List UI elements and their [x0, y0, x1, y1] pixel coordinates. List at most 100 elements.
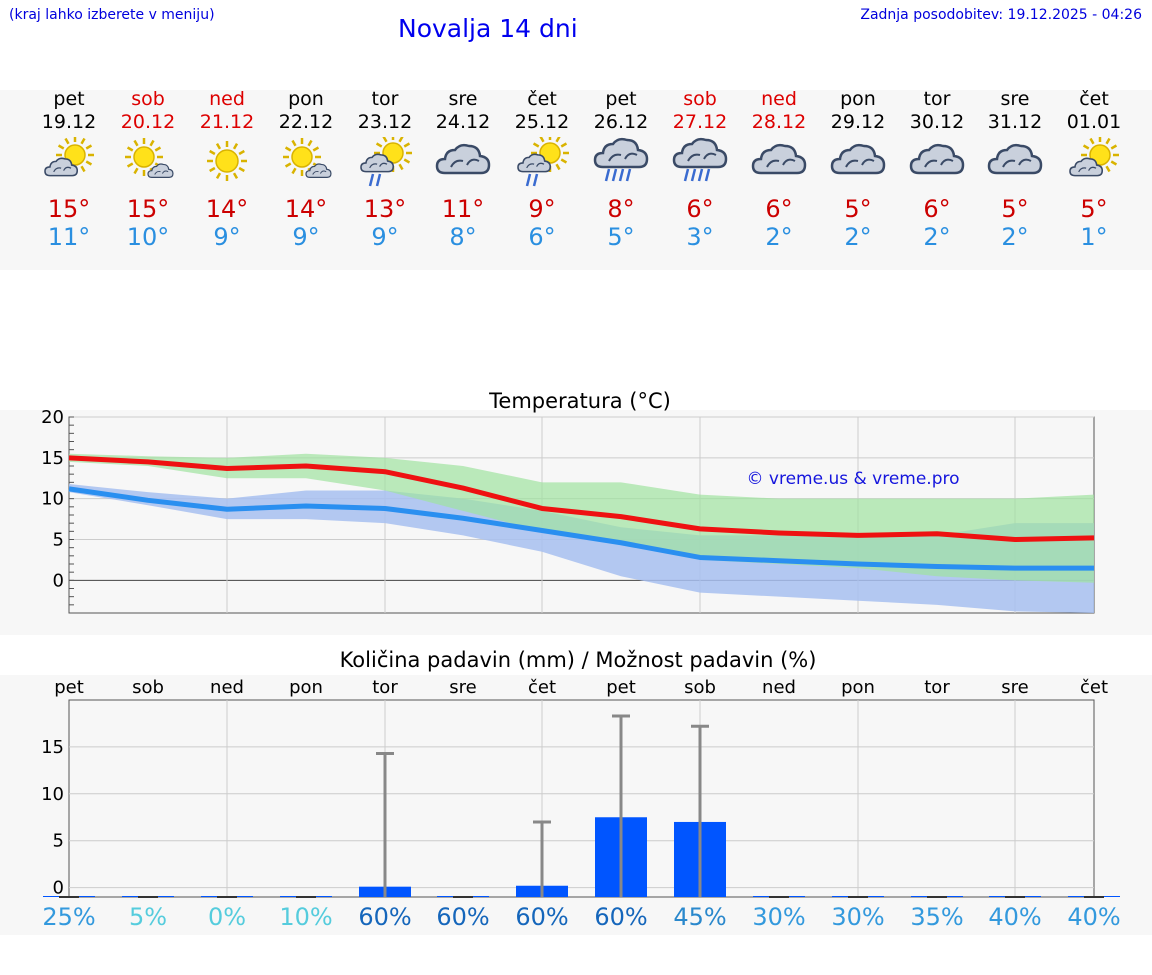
day-column: sre 24.12 11° 8°: [418, 88, 508, 251]
temp-min: 11°: [47, 223, 91, 251]
temp-min: 2°: [923, 223, 951, 251]
rain-drops: [368, 173, 382, 187]
cloud-shape: [305, 163, 332, 179]
day-name: sre: [448, 88, 478, 110]
precip-day-label: sre: [1001, 677, 1028, 698]
sun-shape: [125, 138, 163, 176]
temp-max: 6°: [765, 195, 793, 223]
sun-shape: [207, 141, 247, 181]
temperature-chart-title: Temperatura (°C): [488, 389, 671, 413]
temp-min: 3°: [686, 223, 714, 251]
day-date: 27.12: [672, 111, 728, 133]
precip-probability: 0%: [207, 903, 247, 931]
temp-max: 15°: [47, 195, 91, 223]
cloud-icon: [751, 143, 807, 175]
sun-small-cloud-icon: [283, 138, 332, 179]
day-name: pon: [288, 88, 324, 110]
day-column: tor 23.12 13° 9°: [340, 88, 430, 251]
precip-probability: 25%: [42, 903, 96, 931]
temp-max: 6°: [923, 195, 951, 223]
y-tick-label: 20: [41, 407, 64, 428]
sun-icon: [207, 141, 247, 181]
precip-probability: 10%: [279, 903, 333, 931]
precip-day-label: ned: [762, 677, 796, 698]
day-column: sre 31.12 5° 2°: [970, 88, 1060, 251]
precip-day-label: pet: [606, 677, 636, 698]
day-date: 19.12: [41, 111, 97, 133]
cloud-icon: [987, 143, 1043, 175]
day-name: čet: [527, 88, 557, 110]
precip-day-label: tor: [924, 677, 950, 698]
temp-min: 9°: [292, 223, 320, 251]
day-date: 23.12: [357, 111, 413, 133]
precip-probability: 60%: [358, 903, 412, 931]
cloud-icon: [909, 143, 965, 175]
day-column: sob 27.12 6° 3°: [655, 88, 745, 251]
precip-probability: 60%: [436, 903, 490, 931]
cloud-icon: [830, 143, 886, 175]
day-name: tor: [371, 88, 399, 110]
temp-min: 1°: [1080, 223, 1108, 251]
day-date: 21.12: [199, 111, 255, 133]
rain-drops: [604, 168, 632, 182]
day-name: sre: [1000, 88, 1030, 110]
cloud-shape: [830, 143, 886, 175]
cloud-shape: [44, 157, 79, 177]
day-column: ned 21.12 14° 9°: [182, 88, 272, 251]
temp-max: 11°: [441, 195, 485, 223]
day-name: pon: [840, 88, 876, 110]
cloud-shape: [517, 153, 552, 173]
precip-probability: 5%: [128, 903, 168, 931]
cloud-heavy-rain-icon: [593, 137, 649, 182]
day-date: 30.12: [909, 111, 965, 133]
temp-max: 8°: [607, 195, 635, 223]
precip-day-label: ned: [210, 677, 244, 698]
day-name: sob: [131, 88, 165, 110]
cloud-shape: [147, 163, 174, 179]
cloud-shape: [1069, 157, 1104, 177]
temp-min: 10°: [126, 223, 170, 251]
plot-area: [68, 699, 1095, 898]
temp-max: 5°: [844, 195, 872, 223]
temp-max: 13°: [363, 195, 407, 223]
day-column: tor 30.12 6° 2°: [892, 88, 982, 251]
last-update: Zadnja posodobitev: 19.12.2025 - 04:26: [860, 7, 1142, 23]
sun-cloud-icon: [44, 137, 94, 177]
temp-max: 15°: [126, 195, 170, 223]
day-name: ned: [209, 88, 245, 110]
temp-max: 14°: [284, 195, 328, 223]
cloud-icon: [435, 143, 491, 175]
cloud-shape: [435, 143, 491, 175]
day-column: pon 22.12 14° 9°: [261, 88, 351, 251]
precip-day-label: čet: [528, 677, 556, 698]
precip-probability: 35%: [910, 903, 964, 931]
day-date: 22.12: [278, 111, 334, 133]
temp-min: 6°: [528, 223, 556, 251]
rain-drops: [525, 173, 539, 187]
day-column: pet 19.12 15° 11°: [24, 88, 114, 251]
sun-small-cloud-icon: [125, 138, 174, 179]
max-temp-line: [68, 455, 1095, 542]
sun-cloud-rain-icon: [360, 137, 412, 187]
precip-probability: 30%: [831, 903, 885, 931]
y-tick-label: 15: [41, 737, 64, 758]
sun-cloud-rain-icon: [517, 137, 569, 187]
cloud-shape: [909, 143, 965, 175]
day-column: pet 26.12 8° 5°: [576, 88, 666, 251]
rain-drops: [683, 168, 711, 182]
y-tick-label: 0: [53, 878, 64, 899]
day-date: 25.12: [514, 111, 570, 133]
y-tick-label: 10: [41, 489, 64, 510]
min-temp-range-band: [69, 483, 1094, 613]
precip-probability: 60%: [594, 903, 648, 931]
cloud-shape: [987, 143, 1043, 175]
day-name: čet: [1079, 88, 1109, 110]
temp-max: 6°: [686, 195, 714, 223]
page-title: Novalja 14 dni: [398, 14, 578, 43]
day-date: 26.12: [593, 111, 649, 133]
day-name: sob: [683, 88, 717, 110]
precip-day-label: čet: [1080, 677, 1108, 698]
cloud-shape: [672, 137, 728, 169]
cloud-heavy-rain-icon: [672, 137, 728, 182]
